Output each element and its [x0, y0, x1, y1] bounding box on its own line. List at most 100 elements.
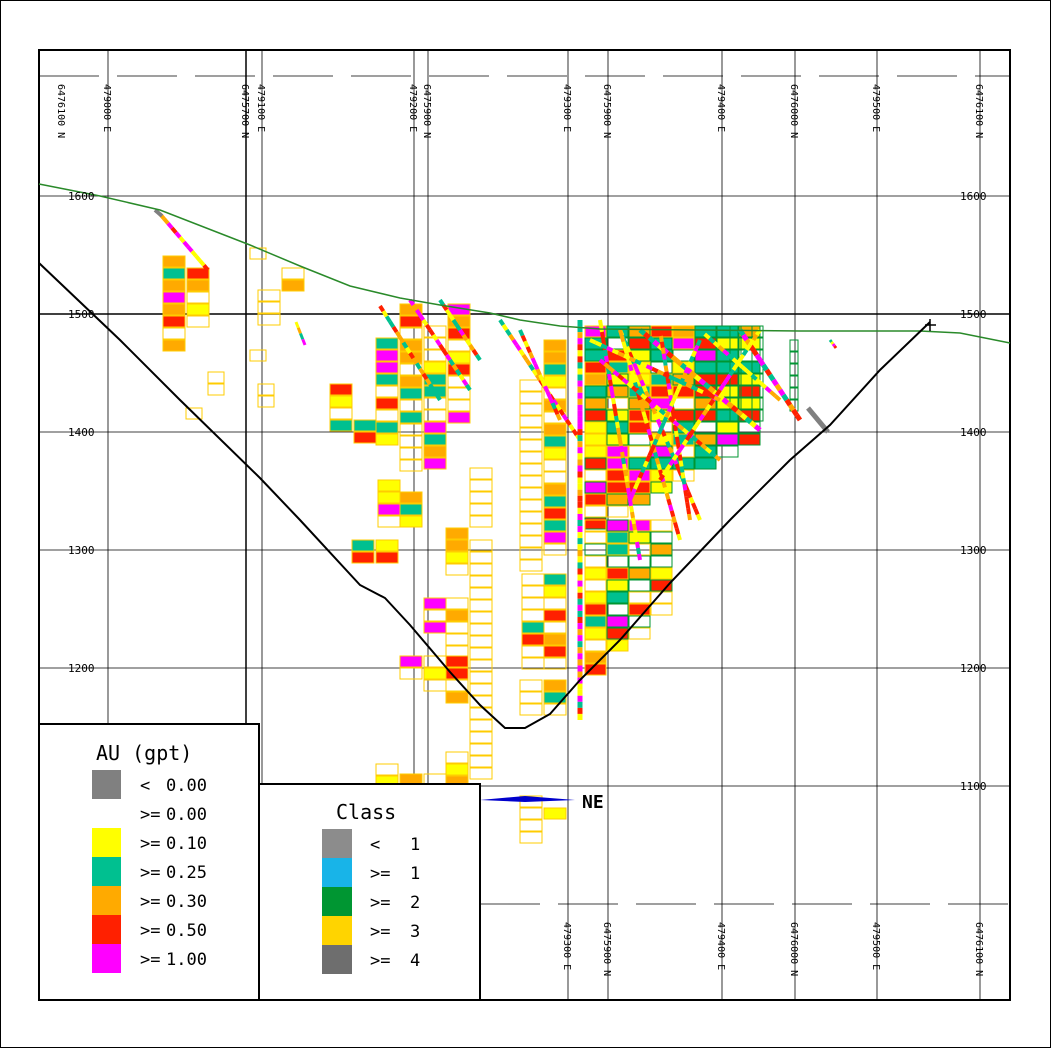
drill-hole-segment	[668, 374, 676, 381]
drill-hole-segment	[428, 383, 436, 391]
drill-hole-segment	[721, 378, 729, 387]
model-block	[729, 337, 742, 350]
model-block	[469, 683, 493, 696]
model-block	[606, 457, 629, 470]
bottom-grid-labels: 479300 E 6475900 N 479400 E 6476000 N 479500…	[561, 922, 984, 976]
model-block	[751, 373, 764, 386]
model-block	[519, 439, 543, 452]
drill-hole-segment	[455, 368, 462, 377]
drill-hole-segment	[753, 424, 762, 432]
drill-hole-segment	[555, 413, 562, 421]
model-block	[543, 495, 567, 508]
drill-hole-segment	[682, 484, 688, 491]
drill-hole-segment	[741, 365, 749, 373]
drill-hole-segment	[411, 357, 419, 365]
model-block	[716, 445, 739, 458]
direction-indicator: NE	[480, 792, 604, 813]
model-block	[375, 385, 399, 398]
drill-hole-segment	[771, 378, 779, 387]
model-block	[650, 385, 673, 398]
drill-hole-segment	[695, 339, 702, 347]
model-block	[469, 743, 493, 756]
model-block	[789, 363, 799, 376]
drill-hole-segment	[654, 404, 662, 412]
drill-hole-segment	[639, 405, 646, 413]
model-block	[375, 551, 399, 564]
drill-hole-segment	[722, 349, 730, 357]
model-block	[469, 551, 493, 564]
drill-hole-segment	[663, 365, 669, 372]
drill-hole-segment	[685, 501, 691, 509]
legend-operator: >=	[140, 834, 160, 854]
drill-hole-segment	[695, 439, 703, 447]
drill-hole-segment	[391, 325, 399, 334]
grid-label: 479500 E	[870, 84, 881, 132]
drill-hole-segment	[612, 370, 620, 377]
model-block	[445, 563, 469, 576]
drill-hole-segment	[619, 445, 624, 453]
drill-hole-segment	[777, 388, 786, 397]
model-block	[257, 383, 275, 396]
model-block	[162, 291, 186, 304]
model-block	[445, 539, 469, 552]
grid-label: 479300 E	[561, 84, 572, 132]
drill-hole-segment	[745, 369, 754, 377]
model-block	[628, 337, 651, 350]
model-block	[375, 349, 399, 362]
legend-swatch	[322, 945, 352, 974]
grid-label: 479200 E	[407, 84, 418, 132]
drill-hole-segment	[498, 318, 505, 327]
drill-hole-segment	[648, 434, 654, 442]
drill-hole-segment	[662, 435, 669, 443]
model-block	[521, 573, 545, 586]
legend-operator: >=	[370, 893, 390, 913]
drill-hole-segment	[696, 387, 704, 394]
drill-hole-segment	[609, 385, 614, 393]
drill-hole-segment	[198, 259, 206, 267]
legend-value: 0.25	[166, 863, 207, 883]
legend-value: 0.00	[166, 776, 207, 796]
model-block	[650, 579, 673, 592]
model-block	[751, 397, 764, 410]
drill-hole-segment	[705, 403, 712, 412]
model-block	[543, 375, 567, 388]
model-block	[584, 325, 607, 338]
model-block	[469, 767, 493, 780]
model-block	[738, 385, 761, 398]
model-block	[445, 609, 469, 622]
model-block	[543, 597, 567, 610]
drill-hole-segment	[678, 460, 684, 467]
drill-hole-segment	[653, 413, 660, 421]
model-block	[584, 421, 607, 434]
drill-hole-segment	[645, 364, 654, 371]
model-block	[543, 339, 567, 352]
drill-hole-segment	[745, 343, 752, 352]
drill-hole-segment	[194, 254, 202, 262]
model-block	[469, 467, 493, 480]
drill-hole-segment	[521, 353, 529, 362]
legend-swatch	[92, 944, 121, 973]
model-block	[584, 615, 607, 628]
drill-hole-segment	[691, 435, 699, 443]
model-block	[375, 409, 399, 422]
drill-hole-segment	[424, 378, 432, 386]
drill-hole-segment	[755, 377, 763, 386]
model-block	[469, 563, 493, 576]
model-block	[543, 703, 567, 716]
legend-class-box	[258, 783, 481, 1001]
model-block	[543, 531, 567, 544]
direction-arrow	[480, 796, 575, 802]
elevation-label: 1300	[960, 544, 987, 557]
model-block	[606, 627, 629, 640]
drill-hole-segment	[679, 379, 687, 387]
model-block	[423, 667, 447, 680]
drill-hole-segment	[615, 421, 620, 429]
model-block	[584, 445, 607, 458]
drill-hole-segment	[769, 390, 777, 398]
drill-hole-segment	[726, 401, 734, 409]
model-block	[584, 397, 607, 410]
model-block	[519, 679, 543, 692]
legend-operator: >=	[140, 950, 160, 970]
grid-label: 6475900 N	[421, 84, 432, 138]
legend-operator: >=	[140, 892, 160, 912]
